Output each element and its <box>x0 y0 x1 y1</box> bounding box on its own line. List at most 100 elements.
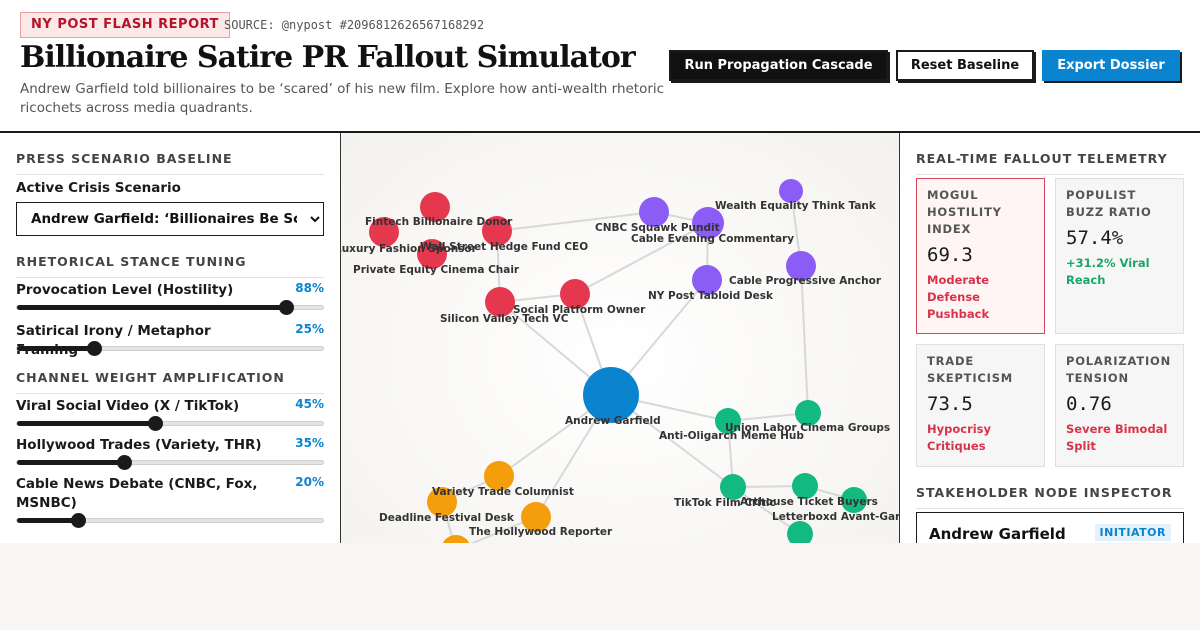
metric-note: Hypocrisy Critiques <box>927 422 992 453</box>
metric-card-mogul-hostility[interactable]: MOGUL HOSTILITY INDEX 69.3 Moderate Defe… <box>916 178 1045 334</box>
graph-node-label-garfield: Andrew Garfield <box>565 415 661 427</box>
scenario-label: Active Crisis Scenario <box>16 180 181 196</box>
irony-slider-fill <box>17 346 94 351</box>
metric-value: 69.3 <box>927 244 973 266</box>
channel-heading: CHANNEL WEIGHT AMPLIFICATION <box>16 370 324 394</box>
provocation-slider-value: 88% <box>295 281 324 295</box>
graph-node-label-cnbc: CNBC Squawk Pundit <box>595 222 720 234</box>
graph-node-progressive[interactable] <box>786 251 816 281</box>
graph-node-label-variety: Variety Trade Columnist <box>432 486 574 498</box>
flash-report-badge: NY POST FLASH REPORT <box>20 12 230 38</box>
graph-node-label-pe: Private Equity Cinema Chair <box>353 264 520 276</box>
graph-node-cnbc[interactable] <box>639 197 669 227</box>
graph-node-label-letterboxd: Letterboxd Avant-Garde <box>772 511 899 523</box>
graph-node-label-luxury: Luxury Fashion Sponsor <box>341 243 478 255</box>
metric-label: POLARIZATION TENSION <box>1066 354 1172 385</box>
graph-node-garfield[interactable] <box>583 367 639 423</box>
run-propagation-button[interactable]: Run Propagation Cascade <box>669 50 888 81</box>
page-subtitle: Andrew Garfield told billionaires to be … <box>20 81 665 116</box>
graph-node-hedge[interactable] <box>482 216 512 246</box>
cable-slider[interactable] <box>16 513 324 528</box>
graph-node-label-social: Social Platform Owner <box>513 304 646 316</box>
inspector-role-badge: INITIATOR <box>1094 524 1171 541</box>
graph-node-pe[interactable] <box>417 239 447 269</box>
provocation-slider-thumb[interactable] <box>279 300 295 315</box>
provocation-slider-label: Provocation Level (Hostility) <box>16 282 234 298</box>
metric-note: +31.2% Viral Reach <box>1066 256 1150 287</box>
graph-node-label-nypost: NY Post Tabloid Desk <box>648 290 774 302</box>
metric-value: 73.5 <box>927 393 973 415</box>
graph-node-label-tiktok: TikTok Film Critic <box>674 497 776 509</box>
cable-slider-label: Cable News Debate (CNBC, Fox, MSNBC) <box>16 476 258 511</box>
inspector-heading: STAKEHOLDER NODE INSPECTOR <box>916 485 1184 509</box>
controls-sidebar: PRESS SCENARIO BASELINE Active Crisis Sc… <box>0 133 341 543</box>
stance-heading: RHETORICAL STANCE TUNING <box>16 254 324 278</box>
irony-slider-thumb[interactable] <box>86 341 102 356</box>
viral-slider[interactable] <box>16 416 324 431</box>
graph-node-fan[interactable] <box>787 521 813 543</box>
trades-slider-fill <box>17 460 125 465</box>
graph-edge-tiktok-fan <box>732 486 801 535</box>
page-title: Billionaire Satire PR Fallout Simulator <box>20 40 636 75</box>
graph-node-letterboxd[interactable] <box>841 487 867 513</box>
export-dossier-button[interactable]: Export Dossier <box>1042 50 1180 81</box>
graph-edge-meme-labor <box>727 412 809 422</box>
metric-label: TRADE SKEPTICISM <box>927 354 1014 385</box>
graph-nodes <box>369 179 867 543</box>
metric-card-trade-skepticism[interactable]: TRADE SKEPTICISM 73.5 Hypocrisy Critique… <box>916 344 1045 467</box>
source-citation: SOURCE: @nypost #2096812626567168292 <box>224 18 485 32</box>
network-graph-canvas[interactable]: Andrew Garfield Fintech Billionaire Donor… <box>341 133 899 543</box>
graph-node-luxury[interactable] <box>369 217 399 247</box>
metric-note: Severe Bimodal Split <box>1066 422 1168 453</box>
metric-value: 0.76 <box>1066 393 1112 415</box>
metric-card-populist-buzz[interactable]: POPULIST BUZZ RATIO 57.4% +31.2% Viral R… <box>1055 178 1184 334</box>
graph-node-label-svvc: Silicon Valley Tech VC <box>440 313 569 325</box>
metric-note: Moderate Defense Pushback <box>927 273 990 321</box>
graph-node-social[interactable] <box>560 279 590 309</box>
graph-node-variety[interactable] <box>484 461 514 491</box>
cable-slider-thumb[interactable] <box>71 513 87 528</box>
graph-node-label-meme: Anti-Oligarch Meme Hub <box>659 430 804 442</box>
graph-node-label-progressive: Cable Progressive Anchor <box>729 275 882 287</box>
cable-slider-fill <box>17 518 79 523</box>
metric-card-polarization[interactable]: POLARIZATION TENSION 0.76 Severe Bimodal… <box>1055 344 1184 467</box>
irony-slider[interactable] <box>16 341 324 356</box>
graph-node-deadline[interactable] <box>427 487 457 517</box>
graph-node-labor[interactable] <box>795 400 821 426</box>
trades-slider-thumb[interactable] <box>117 455 133 470</box>
trades-slider-value: 35% <box>295 436 324 450</box>
provocation-slider-fill <box>17 305 287 310</box>
graph-edge-progressive-labor <box>800 265 809 414</box>
viral-slider-fill <box>17 421 155 426</box>
graph-node-fintech[interactable] <box>420 192 450 222</box>
graph-node-label-evening: Cable Evening Commentary <box>631 233 794 245</box>
graph-node-meme[interactable] <box>715 408 741 434</box>
graph-labels: Andrew Garfield Fintech Billionaire Donor… <box>341 200 899 538</box>
metric-label: MOGUL HOSTILITY INDEX <box>927 188 1002 236</box>
reset-baseline-button[interactable]: Reset Baseline <box>896 50 1034 81</box>
provocation-slider[interactable] <box>16 300 324 315</box>
viral-slider-label: Viral Social Video (X / TikTok) <box>16 398 240 414</box>
network-graph-svg[interactable]: Andrew Garfield Fintech Billionaire Donor… <box>341 133 899 543</box>
graph-node-tiktok[interactable] <box>720 474 746 500</box>
metric-value: 57.4% <box>1066 227 1124 249</box>
graph-edge-hedge-cnbc <box>496 211 655 232</box>
graph-node-wealth[interactable] <box>779 179 803 203</box>
telemetry-heading: REAL-TIME FALLOUT TELEMETRY <box>916 151 1184 175</box>
irony-slider-label: Satirical Irony / Metaphor Framing <box>16 323 211 358</box>
graph-node-thr[interactable] <box>521 502 551 532</box>
viral-slider-thumb[interactable] <box>147 416 163 431</box>
graph-node-arthouse[interactable] <box>792 473 818 499</box>
node-inspector-card[interactable]: Andrew Garfield INITIATOR <box>916 512 1184 543</box>
graph-node-svvc[interactable] <box>485 287 515 317</box>
scenario-select[interactable]: Andrew Garfield: ‘Billionaires Be Scared… <box>16 202 324 236</box>
inspector-node-name: Andrew Garfield <box>929 525 1066 543</box>
telemetry-sidebar: REAL-TIME FALLOUT TELEMETRY MOGUL HOSTIL… <box>899 133 1200 543</box>
cable-slider-value: 20% <box>295 475 324 489</box>
graph-node-indiewire[interactable] <box>441 535 471 543</box>
trades-slider[interactable] <box>16 455 324 470</box>
metric-label: POPULIST BUZZ RATIO <box>1066 188 1152 219</box>
graph-node-label-arthouse: Arthouse Ticket Buyers <box>740 496 878 508</box>
graph-node-nypost[interactable] <box>692 265 722 295</box>
graph-node-evening[interactable] <box>692 207 724 239</box>
